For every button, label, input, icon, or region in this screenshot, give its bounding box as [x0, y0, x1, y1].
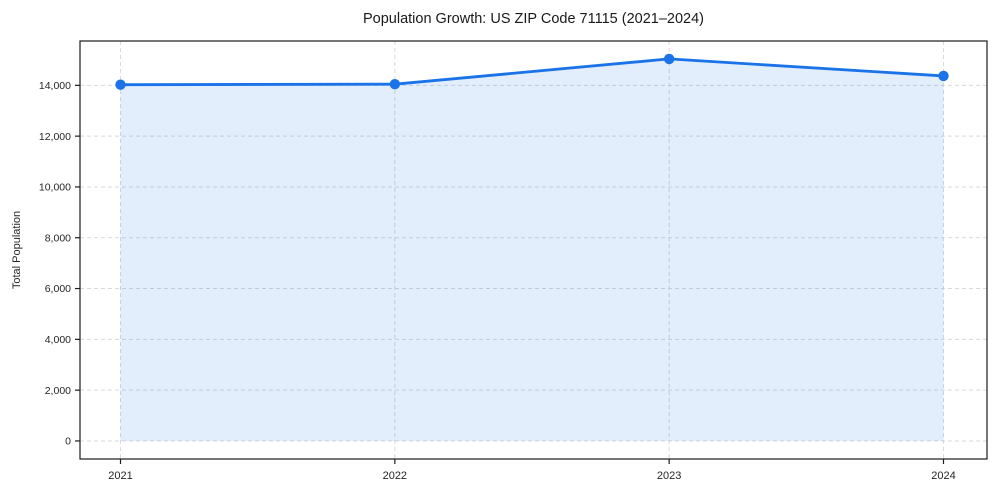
plot-border — [79, 40, 988, 460]
data-point — [389, 78, 401, 90]
x-tick-label: 2021 — [108, 470, 132, 482]
series-line — [119, 57, 945, 87]
y-tick-label: 8,000 — [45, 232, 71, 244]
chart-title: Population Growth: US ZIP Code 71115 (20… — [363, 11, 704, 27]
data-point — [663, 53, 675, 65]
y-tick-label: 6,000 — [45, 283, 71, 295]
data-point — [115, 79, 126, 90]
y-tick-label: 4,000 — [45, 334, 71, 346]
x-tick-label: 2024 — [931, 470, 955, 482]
y-tick-label: 2,000 — [45, 385, 71, 397]
y-tick-label: 0 — [65, 436, 71, 448]
area-fill — [120, 58, 944, 441]
x-tick-label: 2023 — [657, 470, 681, 482]
y-tick-label: 14,000 — [39, 80, 71, 92]
x-tick-label: 2022 — [383, 470, 407, 482]
data-point — [938, 70, 949, 82]
y-tick-label: 10,000 — [39, 182, 71, 194]
y-tick-label: 12,000 — [39, 131, 71, 143]
